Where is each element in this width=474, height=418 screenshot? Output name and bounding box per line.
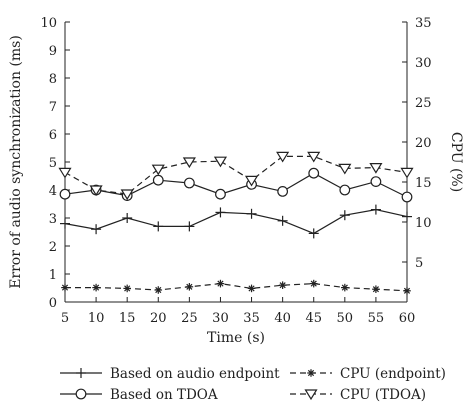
data-point-series-2: [403, 287, 411, 295]
x-axis-label: Time (s): [207, 330, 265, 346]
y-axis-left-label: Error of audio synchronization (ms): [8, 35, 24, 289]
legend-item-1: Based on TDOA: [60, 387, 218, 403]
data-point-series-2: [247, 284, 256, 293]
data-point-series-2: [92, 283, 100, 292]
y-left-tick-label: 3: [49, 212, 57, 227]
y-left-tick-label: 1: [49, 268, 57, 283]
data-point-series-0: [246, 208, 257, 219]
legend-marker: [304, 389, 318, 401]
data-point-series-1: [59, 188, 71, 200]
x-tick-label: 25: [181, 311, 198, 326]
x-tick-label: 5: [61, 311, 69, 326]
data-point-series-3: [307, 151, 321, 163]
data-point-series-3: [213, 156, 228, 168]
legend-item-2: CPU (endpoint): [290, 366, 446, 382]
y-left-tick-label: 0: [49, 296, 57, 311]
data-point-series-0: [402, 211, 412, 222]
data-point-series-0: [153, 221, 164, 232]
x-tick-label: 20: [150, 311, 167, 326]
x-tick-label: 55: [368, 311, 385, 326]
data-point-series-1: [339, 184, 351, 196]
data-point-series-3: [244, 175, 259, 187]
y-left-tick-label: 10: [40, 16, 57, 31]
y-left-tick-label: 7: [49, 100, 57, 115]
legend-label: CPU (TDOA): [340, 387, 426, 403]
legend-label: Based on audio endpoint: [110, 366, 280, 382]
legend: Based on audio endpoint Based on TDOA CPU …: [60, 366, 446, 403]
x-tick-label: 35: [243, 311, 260, 326]
data-point-series-2: [216, 279, 225, 288]
x-tick-label: 30: [212, 311, 229, 326]
x-tick-label: 60: [399, 311, 416, 326]
data-point-series-0: [215, 207, 226, 218]
data-point-series-1: [308, 167, 320, 179]
data-point-series-1: [401, 191, 413, 203]
x-tick-label: 15: [119, 311, 136, 326]
y-right-tick-label: 20: [415, 136, 432, 151]
data-point-series-0: [277, 215, 288, 226]
data-point-series-3: [151, 164, 165, 176]
legend-marker: [76, 368, 86, 378]
data-point-series-0: [339, 210, 350, 221]
data-point-series-3: [276, 151, 290, 163]
series-layer: [58, 151, 414, 295]
data-point-series-0: [370, 204, 381, 215]
series-line-3: [64, 155, 408, 195]
data-point-series-3: [369, 163, 383, 174]
data-point-series-3: [120, 189, 134, 201]
data-point-series-2: [341, 283, 349, 292]
data-point-series-2: [154, 286, 163, 294]
legend-label: CPU (endpoint): [340, 366, 446, 382]
data-point-series-3: [338, 163, 352, 175]
data-point-series-3: [89, 185, 103, 197]
y-axis-right-label: CPU (%): [448, 132, 464, 192]
data-point-series-1: [152, 174, 164, 186]
data-point-series-1: [215, 188, 226, 200]
legend-label: Based on TDOA: [110, 387, 218, 403]
data-point-series-0: [60, 218, 70, 229]
data-point-series-2: [309, 279, 318, 288]
y-left-tick-label: 8: [49, 72, 57, 87]
y-left-tick-label: 4: [49, 184, 57, 199]
data-point-series-2: [123, 284, 131, 293]
legend-item-0: Based on audio endpoint: [60, 366, 280, 382]
data-point-series-1: [370, 176, 382, 188]
x-tick-label: 10: [88, 311, 105, 326]
series-line-2: [65, 282, 408, 292]
y-right-tick-label: 15: [415, 176, 432, 191]
y-right-tick-label: 35: [415, 16, 432, 31]
data-point-series-2: [185, 283, 194, 291]
data-point-series-3: [400, 167, 414, 179]
legend-marker: [75, 388, 87, 400]
data-point-series-3: [58, 167, 72, 179]
data-point-series-2: [61, 283, 69, 292]
data-point-series-1: [183, 177, 195, 189]
x-tick-label: 50: [337, 311, 354, 326]
data-point-series-1: [277, 185, 289, 197]
data-point-series-0: [122, 213, 133, 223]
y-left-tick-label: 5: [49, 156, 57, 171]
y-right-tick-label: 5: [415, 256, 423, 271]
y-left-tick-label: 6: [49, 128, 57, 143]
y-left-tick-label: 2: [49, 240, 57, 255]
y-right-tick-label: 10: [415, 216, 432, 231]
axes: 5 10 15 20 25 30 35 40 45 50 55 6001234567891051015…: [40, 16, 431, 326]
y-right-tick-label: 25: [415, 96, 432, 111]
data-point-series-2: [278, 281, 287, 289]
y-right-tick-label: 30: [415, 56, 432, 71]
data-point-series-0: [91, 224, 102, 235]
legend-marker: [307, 369, 315, 377]
data-point-series-2: [372, 285, 380, 293]
series-line-0: [64, 208, 408, 235]
series-line-1: [64, 172, 408, 198]
data-point-series-3: [182, 157, 196, 169]
x-tick-label: 45: [305, 311, 322, 326]
x-tick-label: 40: [274, 311, 291, 326]
data-point-series-0: [184, 221, 195, 232]
legend-item-3: CPU (TDOA): [290, 387, 426, 403]
y-left-tick-label: 9: [49, 44, 57, 59]
data-point-series-0: [308, 228, 319, 239]
